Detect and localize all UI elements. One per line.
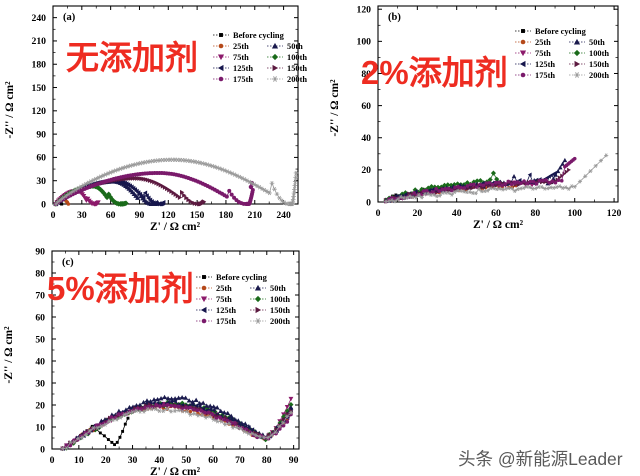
svg-text:90: 90 [289, 455, 299, 466]
svg-text:40: 40 [361, 133, 371, 144]
svg-text:10: 10 [35, 422, 45, 433]
svg-text:25th: 25th [535, 38, 551, 47]
svg-text:50: 50 [181, 455, 191, 466]
svg-text:-Z'' / Ω cm²: -Z'' / Ω cm² [329, 79, 341, 137]
svg-text:80: 80 [35, 268, 45, 279]
svg-text:180: 180 [219, 210, 234, 221]
svg-text:125th: 125th [233, 64, 253, 73]
svg-text:0: 0 [40, 444, 45, 455]
svg-text:5%添加剂: 5%添加剂 [47, 270, 194, 307]
svg-text:125th: 125th [216, 306, 236, 315]
svg-text:175th: 175th [535, 71, 555, 80]
svg-text:2%添加剂: 2%添加剂 [361, 54, 508, 91]
svg-text:70: 70 [35, 290, 45, 301]
svg-text:180: 180 [31, 60, 46, 71]
svg-text:80: 80 [531, 208, 541, 219]
svg-text:150: 150 [190, 210, 205, 221]
svg-text:100: 100 [356, 37, 371, 48]
svg-text:60: 60 [36, 153, 46, 164]
svg-text:210: 210 [31, 36, 46, 47]
svg-text:70: 70 [235, 455, 245, 466]
svg-text:60: 60 [361, 101, 371, 112]
svg-text:100: 100 [567, 208, 582, 219]
svg-text:20: 20 [412, 208, 422, 219]
svg-text:175th: 175th [216, 317, 236, 326]
svg-text:150th: 150th [589, 60, 609, 69]
svg-text:200th: 200th [270, 317, 290, 326]
svg-text:0: 0 [50, 455, 55, 466]
svg-text:25th: 25th [233, 42, 249, 51]
svg-text:240: 240 [276, 210, 291, 221]
svg-text:0: 0 [41, 199, 46, 210]
svg-text:0: 0 [366, 197, 371, 208]
svg-text:(a): (a) [63, 12, 76, 23]
svg-text:150th: 150th [270, 306, 290, 315]
svg-text:Z' / Ω cm²: Z' / Ω cm² [150, 221, 201, 233]
svg-text:60: 60 [35, 312, 45, 323]
svg-text:240: 240 [31, 13, 46, 24]
svg-text:100th: 100th [589, 49, 609, 58]
svg-text:40: 40 [35, 356, 45, 367]
svg-text:175th: 175th [233, 75, 253, 84]
svg-text:90: 90 [35, 246, 45, 257]
svg-text:20: 20 [35, 400, 45, 411]
svg-text:Z' / Ω cm²: Z' / Ω cm² [473, 219, 524, 231]
svg-text:75th: 75th [216, 295, 232, 304]
svg-text:60: 60 [491, 208, 501, 219]
svg-text:Before cycling: Before cycling [535, 27, 587, 36]
svg-text:210: 210 [247, 210, 262, 221]
svg-text:75th: 75th [535, 49, 551, 58]
svg-text:30: 30 [35, 378, 45, 389]
svg-text:120: 120 [31, 106, 46, 117]
svg-text:90: 90 [135, 210, 145, 221]
svg-text:125th: 125th [535, 60, 555, 69]
svg-text:80: 80 [262, 455, 272, 466]
svg-text:(c): (c) [62, 257, 74, 268]
svg-text:75th: 75th [233, 53, 249, 62]
svg-text:40: 40 [452, 208, 462, 219]
svg-text:Before cycling: Before cycling [233, 31, 285, 40]
svg-text:120: 120 [356, 5, 371, 16]
svg-text:150th: 150th [287, 64, 307, 73]
svg-text:无添加剂: 无添加剂 [66, 39, 198, 76]
svg-text:30: 30 [36, 176, 46, 187]
svg-text:120: 120 [607, 208, 622, 219]
svg-text:200th: 200th [589, 71, 609, 80]
svg-text:-Z'' / Ω cm²: -Z'' / Ω cm² [4, 81, 16, 139]
svg-text:50th: 50th [287, 42, 303, 51]
svg-text:头条 @新能源Leader: 头条 @新能源Leader [458, 449, 623, 469]
svg-text:50th: 50th [270, 284, 286, 293]
svg-text:60: 60 [208, 455, 218, 466]
svg-text:0: 0 [51, 210, 56, 221]
svg-text:100th: 100th [270, 295, 290, 304]
svg-text:Z' / Ω cm²: Z' / Ω cm² [150, 466, 201, 476]
svg-text:90: 90 [36, 129, 46, 140]
svg-text:Before cycling: Before cycling [216, 273, 268, 282]
svg-text:30: 30 [77, 210, 87, 221]
svg-text:20: 20 [361, 165, 371, 176]
svg-text:60: 60 [106, 210, 116, 221]
svg-text:50th: 50th [589, 38, 605, 47]
svg-text:(b): (b) [388, 12, 401, 23]
svg-text:40: 40 [155, 455, 165, 466]
svg-text:0: 0 [376, 208, 381, 219]
svg-text:100th: 100th [287, 53, 307, 62]
svg-text:10: 10 [74, 455, 84, 466]
svg-text:150: 150 [31, 83, 46, 94]
svg-text:200th: 200th [287, 75, 307, 84]
svg-text:20: 20 [101, 455, 111, 466]
svg-text:120: 120 [161, 210, 176, 221]
svg-text:50: 50 [35, 334, 45, 345]
svg-text:25th: 25th [216, 284, 232, 293]
svg-text:30: 30 [128, 455, 138, 466]
svg-text:-Z'' / Ω cm²: -Z'' / Ω cm² [3, 326, 15, 384]
